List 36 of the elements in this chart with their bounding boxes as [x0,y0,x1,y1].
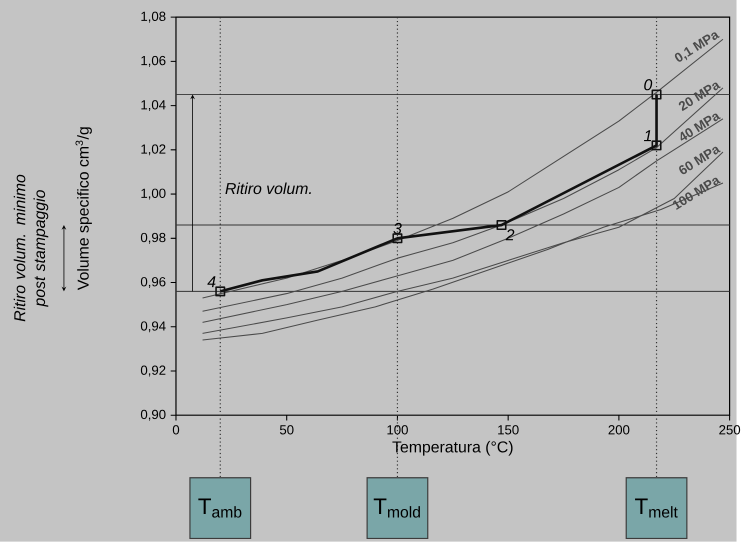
point [652,140,662,151]
point [652,90,662,100]
ref-line-label: T$_{mold}$ [374,498,420,518]
ref-line-label: T$_{amb}$ [198,498,242,518]
x-tick-label: 0 [172,425,180,435]
point [496,220,507,230]
y-tick-label: 1,04 [141,100,166,112]
y-tick-label: 0,90 [140,410,166,421]
x-axis-title: Temperatura (°C) [392,441,513,456]
point [392,233,402,244]
y-tick-label: 1,06 [141,56,166,67]
x-tick-label: 100 [387,425,408,435]
annotation: 0 [644,79,652,90]
y-tick-label: 0,96 [140,277,166,288]
ref-line-label: T$_{melt}$ [635,498,678,518]
text: 0,1 MPa [674,32,720,62]
point [215,286,226,296]
x-tick-label: 250 [719,425,740,435]
text: 60 MPa [679,146,721,174]
y-axis-title: Volume specifico cm$^{3}$/g [75,127,92,290]
text: 20 MPa [678,82,721,112]
y-tick-label: 1,00 [141,188,166,200]
y-tick-label: 1,02 [141,144,166,156]
text: 40 MPa [680,114,721,141]
text: Ritiro volum. minimo post stampaggio [14,174,48,322]
annotation: Ritiro volum. [225,182,311,194]
x-tick-label: 150 [498,425,519,435]
y-tick-label: 1,08 [141,12,166,23]
x-tick-label: 200 [608,425,630,435]
y-tick-label: 0,94 [140,321,166,332]
annotation: 1 [644,130,651,142]
annotation: 4 [207,276,216,288]
y-tick-label: 0,98 [140,232,166,244]
x-tick-label: 50 [280,425,294,435]
y-tick-label: 0,92 [140,366,166,377]
annotation: 3 [393,222,402,234]
